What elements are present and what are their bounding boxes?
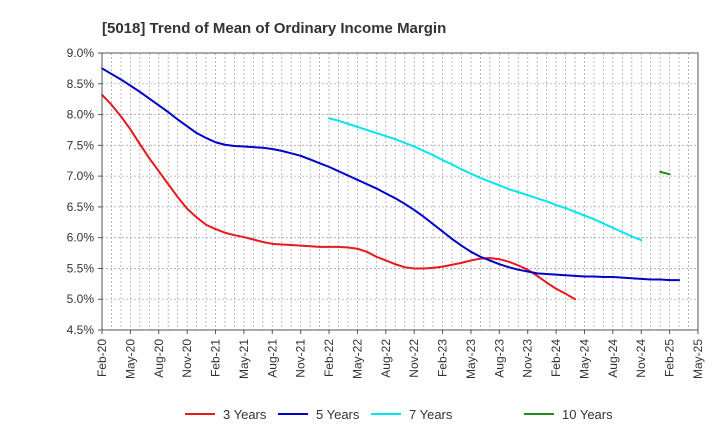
series-line-4: [659, 170, 671, 176]
plot-border: [101, 52, 699, 331]
x-tick-label: Aug-23: [492, 339, 506, 378]
x-tick-label: May-21: [237, 339, 251, 379]
x-tick-label: Feb-20: [95, 339, 109, 377]
y-tick-label: 6.5%: [67, 200, 95, 214]
legend: 3 Years 5 Years 7 Years 10 Years: [185, 407, 613, 422]
x-tick-label: Aug-24: [606, 339, 620, 378]
y-tick-label: 7.5%: [67, 138, 95, 152]
x-tick-label: Feb-22: [322, 339, 336, 377]
x-tick-label: Aug-21: [265, 339, 279, 378]
x-tick-label: May-20: [123, 339, 137, 379]
x-tick-label: Nov-20: [180, 339, 194, 378]
x-tick-label: Feb-21: [209, 339, 223, 377]
x-axis-ticks: Feb-20 May-20 Aug-20 Nov-20 Feb-21 May-21 Aug-…: [95, 330, 705, 379]
x-tick-label: May-22: [350, 339, 364, 379]
legend-label-4: 10 Years: [562, 407, 613, 422]
x-tick-label: Aug-20: [152, 339, 166, 378]
x-tick-label: May-23: [464, 339, 478, 379]
y-tick-label: 8.0%: [67, 108, 95, 122]
y-tick-label: 7.0%: [67, 169, 95, 183]
y-axis-ticks: 9.0% 8.5% 8.0% 7.5% 7.0% 6.5% 6.0% 5.5% 5.0% 4.5%: [67, 46, 102, 337]
chart-title: [5018] Trend of Mean of Ordinary Income …: [102, 20, 446, 37]
x-tick-label: Aug-22: [379, 339, 393, 378]
plot-frame: [101, 52, 699, 331]
plot-background: [102, 53, 698, 330]
legend-label-1: 3 Years: [223, 407, 267, 422]
series-line-3: [328, 117, 643, 242]
x-tick-label: Nov-23: [521, 339, 535, 378]
y-tick-label: 8.5%: [67, 77, 95, 91]
y-tick-label: 6.0%: [67, 231, 95, 245]
plot-area: [102, 53, 698, 330]
legend-label-2: 5 Years: [316, 407, 360, 422]
y-tick-label: 4.5%: [67, 323, 95, 337]
series-line-1: [101, 93, 577, 301]
x-tick-label: Feb-23: [436, 339, 450, 377]
x-tick-label: May-25: [691, 339, 705, 379]
x-tick-label: Feb-24: [549, 339, 563, 377]
x-tick-label: Feb-25: [663, 339, 677, 377]
x-tick-label: Nov-24: [634, 339, 648, 378]
series-lines: [101, 67, 681, 301]
series-line-2: [101, 67, 681, 282]
x-tick-label: Nov-22: [407, 339, 421, 378]
x-tick-label: Nov-21: [294, 339, 308, 378]
y-tick-label: 9.0%: [67, 46, 95, 60]
x-tick-label: May-24: [577, 339, 591, 379]
y-tick-label: 5.0%: [67, 292, 95, 306]
legend-label-3: 7 Years: [409, 407, 453, 422]
y-tick-label: 5.5%: [67, 261, 95, 275]
